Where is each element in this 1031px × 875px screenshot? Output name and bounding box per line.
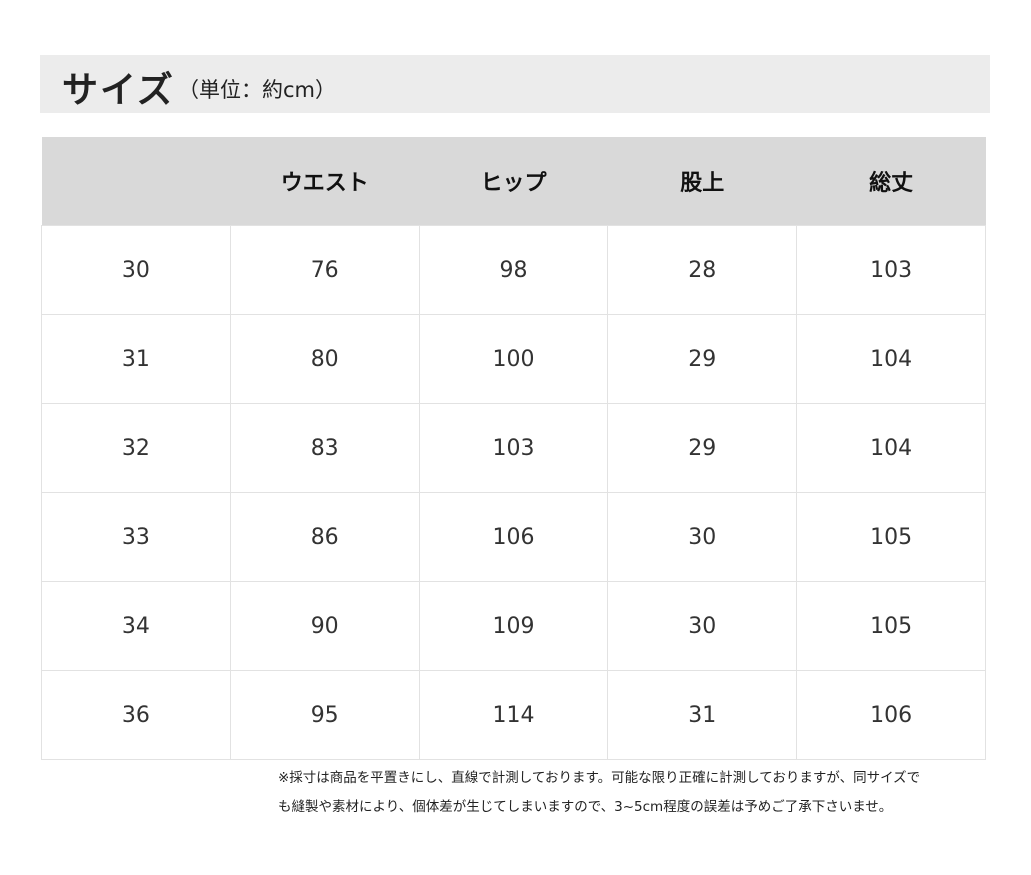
column-header: 股上 (607, 137, 797, 226)
title-bar: サイズ （単位：約cm） (40, 55, 990, 113)
table-row: 36 95 114 31 106 (41, 670, 986, 760)
measurement-cell: 76 (229, 225, 420, 315)
measurement-cell: 104 (796, 314, 986, 404)
measurement-cell: 104 (796, 403, 986, 493)
measurement-cell: 103 (418, 403, 609, 493)
measurement-cell: 105 (796, 492, 986, 582)
column-header: 総丈 (796, 137, 986, 226)
measurement-cell: 28 (607, 225, 798, 315)
table-row: 33 86 106 30 105 (41, 492, 986, 582)
size-cell: 31 (41, 314, 231, 404)
note-line-1: ※採寸は商品を平置きにし、直線で計測しております。可能な限り正確に計測しておりま… (278, 770, 921, 786)
measurement-cell: 106 (418, 492, 609, 582)
header-row: ウエスト ヒップ 股上 総丈 (41, 137, 986, 226)
measurement-cell: 80 (229, 314, 420, 404)
measurement-cell: 109 (418, 581, 609, 671)
unit-label: （単位：約cm） (178, 78, 337, 102)
table-row: 34 90 109 30 105 (41, 581, 986, 671)
measurement-cell: 90 (229, 581, 420, 671)
measurement-cell: 30 (607, 581, 798, 671)
table-row: 32 83 103 29 104 (41, 403, 986, 493)
note-line-2: も縫製や素材により、個体差が生じてしまいますので、3~5cm程度の誤差は予めご了… (278, 799, 893, 815)
measurement-cell: 105 (796, 581, 986, 671)
column-header: ウエスト (230, 137, 420, 226)
measurement-cell: 95 (229, 670, 420, 760)
measurement-cell: 100 (418, 314, 609, 404)
size-cell: 34 (41, 581, 231, 671)
measurement-cell: 106 (796, 670, 986, 760)
measurement-cell: 86 (229, 492, 420, 582)
table-row: 31 80 100 29 104 (41, 314, 986, 404)
measurement-cell: 114 (418, 670, 609, 760)
size-table: ウエスト ヒップ 股上 総丈 30 76 98 28 103 31 80 100 29 104 32 83 1… (41, 137, 986, 760)
measurement-cell: 31 (607, 670, 798, 760)
size-cell: 32 (41, 403, 231, 493)
measurement-cell: 98 (418, 225, 609, 315)
measurement-cell: 29 (607, 314, 798, 404)
column-header: ヒップ (419, 137, 608, 226)
measurement-cell: 83 (229, 403, 420, 493)
size-cell: 30 (41, 225, 231, 315)
measurement-cell: 29 (607, 403, 798, 493)
table-row: 30 76 98 28 103 (41, 225, 986, 315)
size-cell: 33 (41, 492, 231, 582)
measurement-cell: 103 (796, 225, 986, 315)
column-header (41, 137, 231, 226)
measurement-cell: 30 (607, 492, 798, 582)
size-cell: 36 (41, 670, 231, 760)
page-title: サイズ (62, 70, 175, 111)
